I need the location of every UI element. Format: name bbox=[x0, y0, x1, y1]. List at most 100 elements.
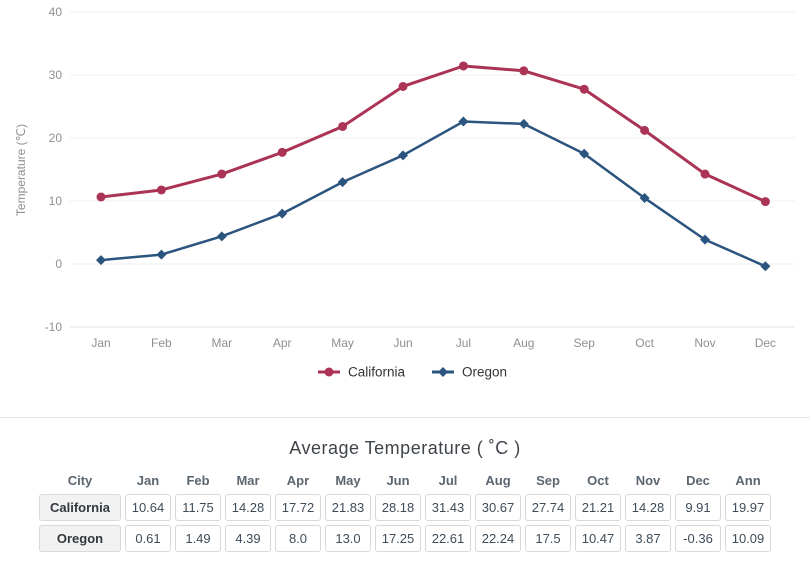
y-tick-label: 10 bbox=[49, 194, 63, 208]
data-point-oregon-jul bbox=[458, 116, 469, 127]
data-point-california-oct bbox=[640, 125, 650, 135]
column-header-city: City bbox=[67, 473, 93, 488]
circle-marker-icon bbox=[324, 367, 334, 377]
value-cell: 14.28 bbox=[225, 494, 271, 521]
value-cell: 10.09 bbox=[725, 525, 771, 552]
table-row-california: California 10.64 11.75 14.28 17.72 21.83 28.18… bbox=[39, 494, 771, 521]
value-cell: 0.61 bbox=[125, 525, 171, 552]
x-tick-label: Sep bbox=[574, 336, 596, 350]
data-point-california-apr bbox=[277, 147, 287, 157]
column-header-ann: Ann bbox=[735, 473, 761, 488]
series-line-california bbox=[99, 64, 767, 204]
data-point-oregon-feb bbox=[156, 249, 167, 260]
value-cell: 17.72 bbox=[275, 494, 321, 521]
value-cell: 9.91 bbox=[675, 494, 721, 521]
value-cell: 10.64 bbox=[125, 494, 171, 521]
data-point-california-dec bbox=[760, 197, 770, 207]
column-header-oct: Oct bbox=[587, 473, 609, 488]
data-point-oregon-dec bbox=[760, 261, 771, 272]
series-line-oregon bbox=[99, 120, 767, 268]
column-header-feb: Feb bbox=[186, 473, 210, 488]
value-cell: 10.47 bbox=[575, 525, 621, 552]
value-cell: 30.67 bbox=[475, 494, 521, 521]
section-divider bbox=[0, 417, 810, 418]
value-cell: 17.25 bbox=[375, 525, 421, 552]
data-point-california-jun bbox=[398, 81, 408, 91]
data-point-california-aug bbox=[519, 66, 529, 76]
column-header-nov: Nov bbox=[635, 473, 661, 488]
y-tick-label: 40 bbox=[49, 5, 63, 19]
table-title: Average Temperature ( ˚C ) bbox=[289, 438, 521, 458]
x-tick-label: Feb bbox=[151, 336, 172, 350]
column-header-aug: Aug bbox=[485, 473, 511, 488]
x-tick-label: Jan bbox=[91, 336, 110, 350]
column-header-mar: Mar bbox=[236, 473, 260, 488]
column-header-may: May bbox=[335, 473, 361, 488]
value-cell: 28.18 bbox=[375, 494, 421, 521]
table-header: City Jan Feb Mar Apr May Jun Jul Aug Sep Oct Nov Dec… bbox=[39, 471, 771, 490]
legend-item-oregon[interactable]: Oregon bbox=[432, 365, 507, 380]
temperature-table: City Jan Feb Mar Apr May Jun Jul Aug Sep Oct Nov Dec… bbox=[35, 467, 775, 556]
y-tick-label: 20 bbox=[49, 131, 63, 145]
y-tick-label: 30 bbox=[49, 68, 63, 82]
value-cell: 31.43 bbox=[425, 494, 471, 521]
value-cell: 13.0 bbox=[325, 525, 371, 552]
data-point-california-mar bbox=[217, 169, 227, 179]
data-point-oregon-apr bbox=[277, 208, 288, 219]
x-tick-label: Mar bbox=[211, 336, 232, 350]
y-axis-title: Temperature (℃) bbox=[14, 124, 28, 216]
city-cell: Oregon bbox=[39, 525, 121, 552]
column-header-sep: Sep bbox=[536, 473, 560, 488]
value-cell: 3.87 bbox=[625, 525, 671, 552]
data-point-oregon-may bbox=[337, 177, 348, 188]
value-cell: 27.74 bbox=[525, 494, 571, 521]
data-point-california-jul bbox=[458, 61, 468, 71]
value-cell: 14.28 bbox=[625, 494, 671, 521]
y-tick-label: 0 bbox=[55, 257, 62, 271]
x-tick-label: May bbox=[331, 336, 354, 350]
data-point-oregon-nov bbox=[700, 234, 710, 245]
table-header-row: City Jan Feb Mar Apr May Jun Jul Aug Sep Oct Nov Dec… bbox=[39, 471, 771, 490]
data-point-oregon-mar bbox=[216, 231, 227, 242]
x-tick-label: Nov bbox=[694, 336, 715, 350]
data-point-california-nov bbox=[700, 169, 710, 179]
y-tick-label: -10 bbox=[45, 320, 63, 334]
value-cell: 8.0 bbox=[275, 525, 321, 552]
temperature-line-chart: -10 0 10 20 30 40 Jan Feb Mar Apr May Jun Jul Aug Sep O… bbox=[14, 5, 795, 380]
data-point-california-feb bbox=[156, 185, 166, 195]
x-tick-label: Jun bbox=[393, 336, 412, 350]
value-cell: 22.24 bbox=[475, 525, 521, 552]
column-header-dec: Dec bbox=[686, 473, 710, 488]
value-cell: 11.75 bbox=[175, 494, 221, 521]
value-cell: 19.97 bbox=[725, 494, 771, 521]
value-cell: 22.61 bbox=[425, 525, 471, 552]
table-section: Average Temperature ( ˚C ) City Jan Feb Mar… bbox=[0, 418, 810, 556]
data-point-oregon-jun bbox=[398, 150, 408, 161]
data-point-california-jan bbox=[96, 192, 106, 202]
value-cell: 17.5 bbox=[525, 525, 571, 552]
legend-label: California bbox=[348, 365, 406, 380]
value-cell: 21.83 bbox=[325, 494, 371, 521]
x-tick-label: Apr bbox=[273, 336, 292, 350]
x-tick-label: Jul bbox=[456, 336, 471, 350]
data-point-oregon-oct bbox=[639, 193, 650, 204]
x-tick-label: Oct bbox=[635, 336, 654, 350]
chart-area: -10 0 10 20 30 40 Jan Feb Mar Apr May Jun Jul Aug Sep O… bbox=[14, 5, 795, 380]
value-cell: 21.21 bbox=[575, 494, 621, 521]
table-row-oregon: Oregon 0.61 1.49 4.39 8.0 13.0 17.25 22.61 22.24… bbox=[39, 525, 771, 552]
legend-label: Oregon bbox=[462, 365, 507, 380]
data-point-california-sep bbox=[579, 84, 589, 94]
data-point-oregon-sep bbox=[579, 148, 590, 159]
data-point-california-may bbox=[338, 121, 348, 131]
data-point-oregon-aug bbox=[518, 118, 529, 129]
x-tick-label: Dec bbox=[755, 336, 776, 350]
x-tick-label: Aug bbox=[513, 336, 534, 350]
value-cell: 1.49 bbox=[175, 525, 221, 552]
city-cell: California bbox=[39, 494, 121, 521]
column-header-apr: Apr bbox=[286, 473, 310, 488]
legend-item-california[interactable]: California bbox=[318, 365, 406, 380]
value-cell: -0.36 bbox=[675, 525, 721, 552]
table-body: California 10.64 11.75 14.28 17.72 21.83 28.18… bbox=[39, 494, 771, 552]
diamond-marker-icon bbox=[438, 367, 448, 377]
